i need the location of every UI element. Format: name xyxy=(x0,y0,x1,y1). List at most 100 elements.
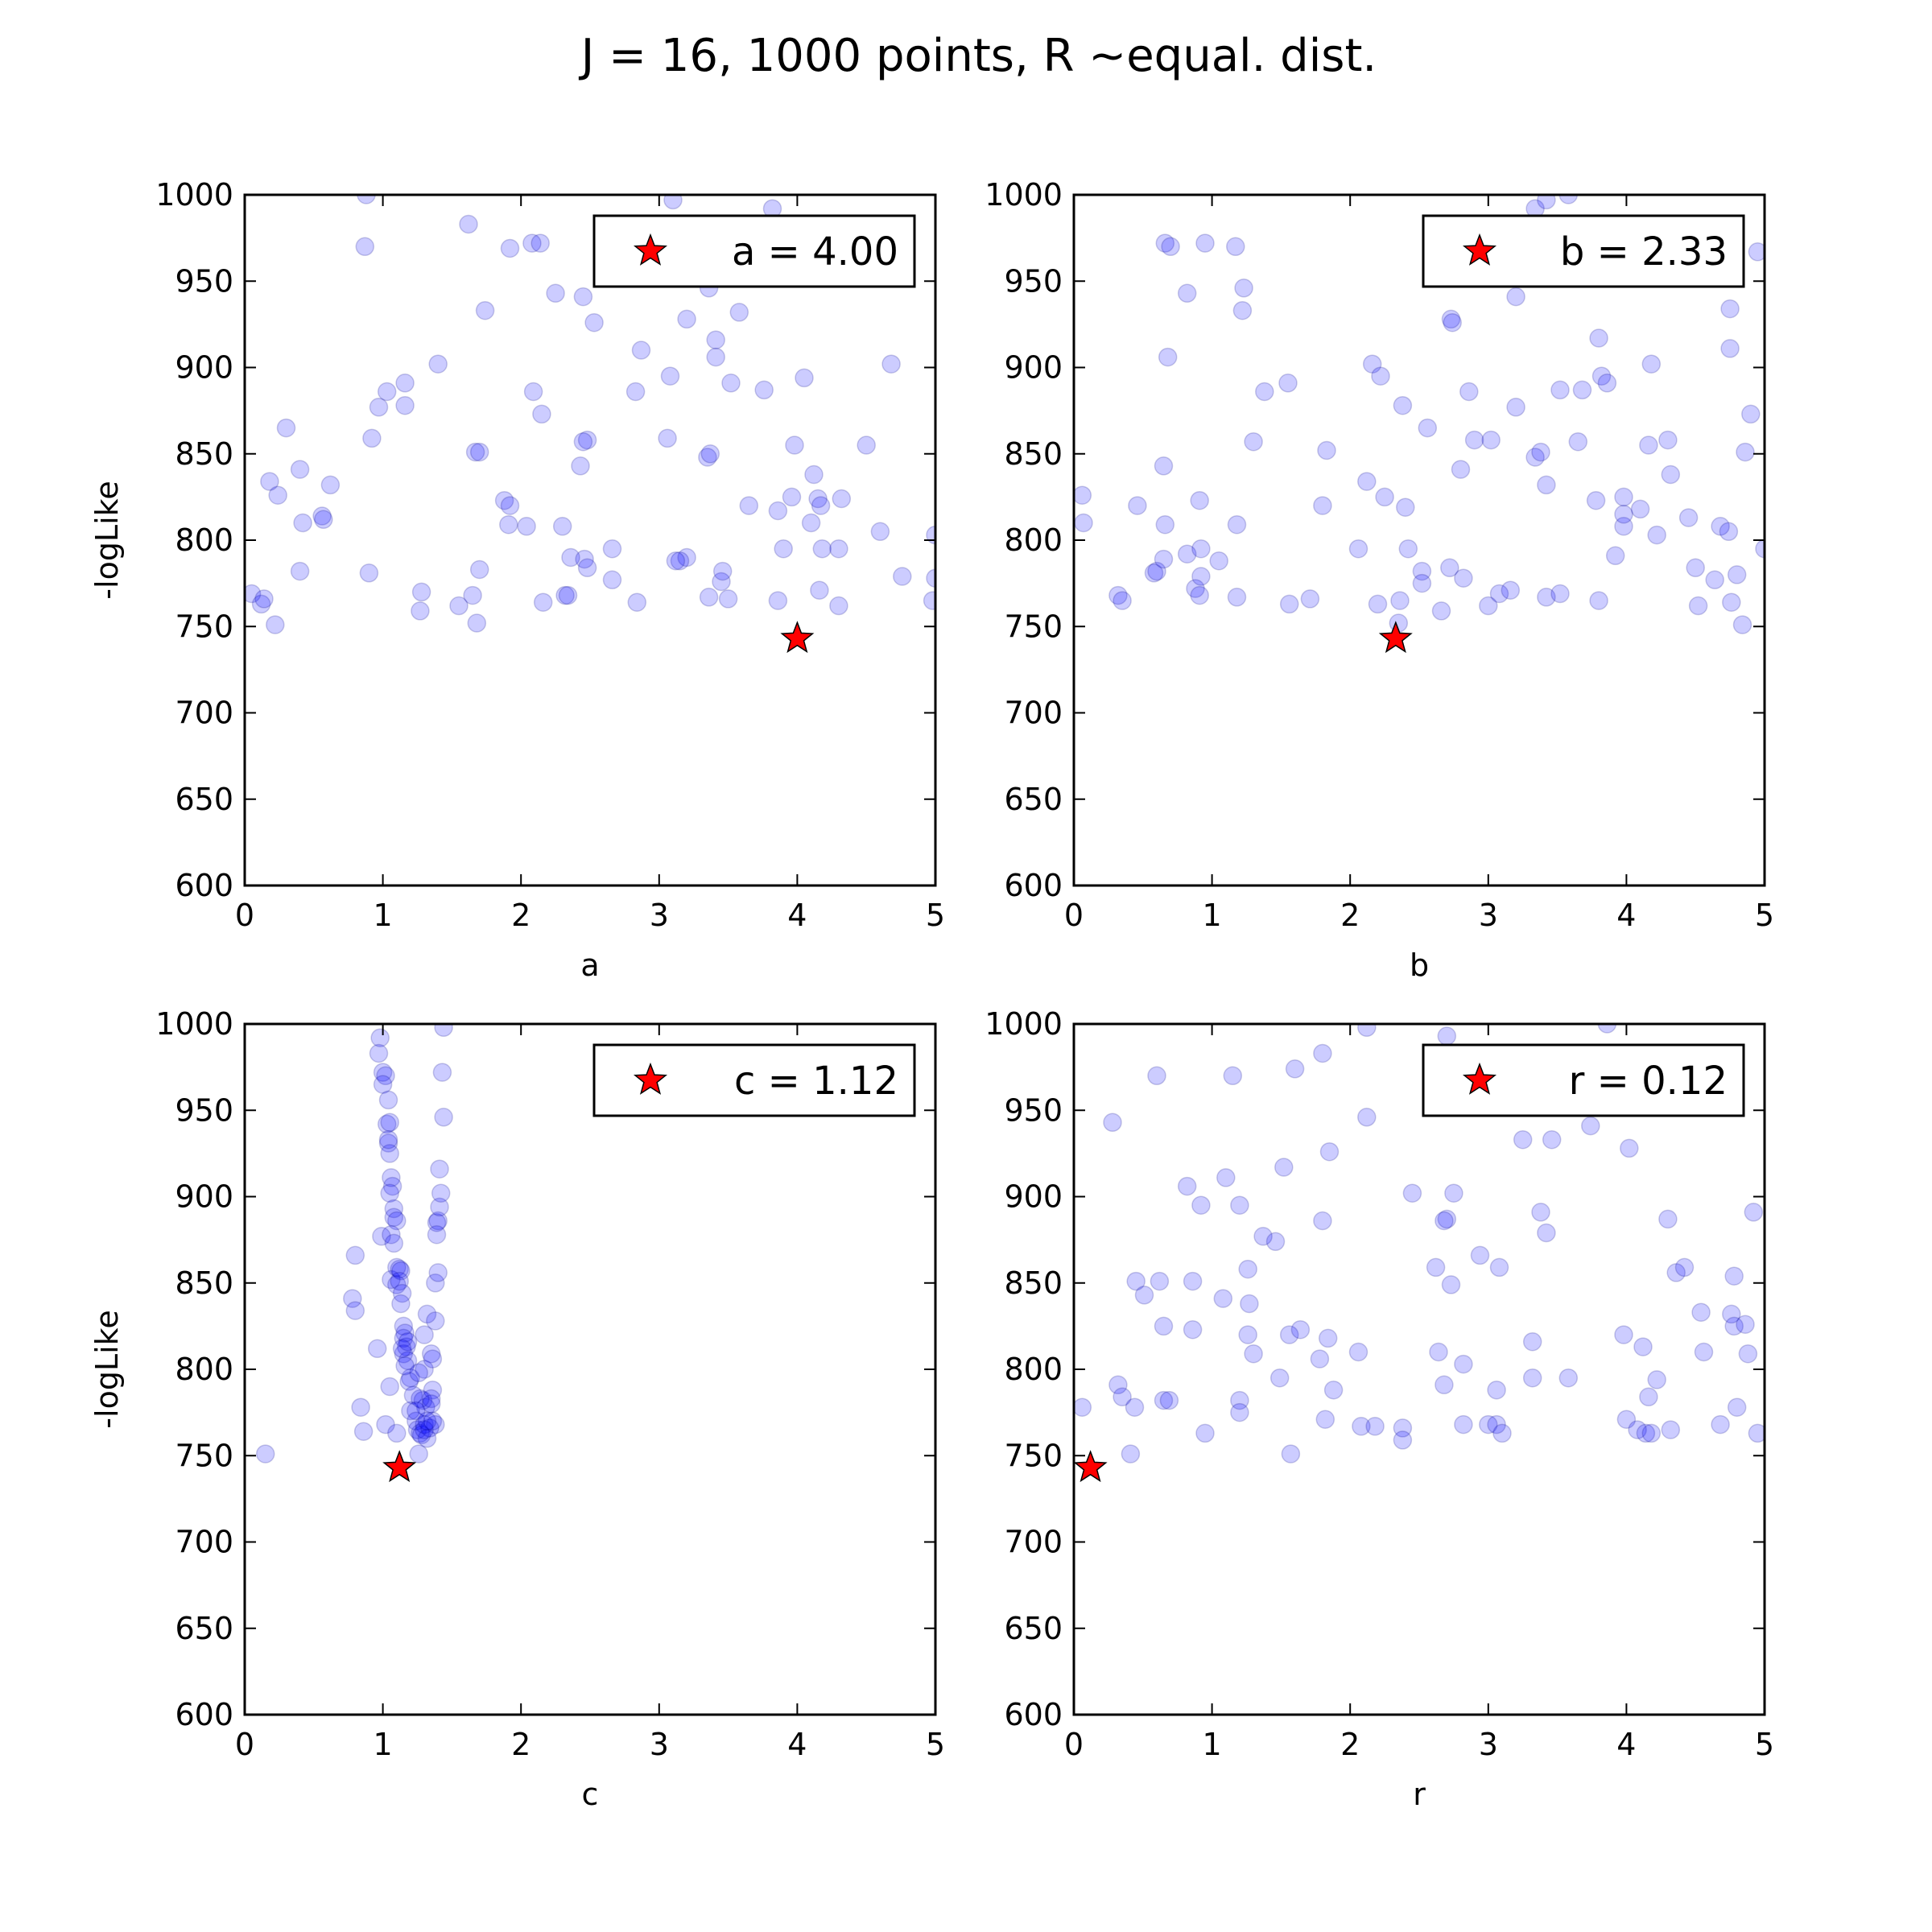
data-point xyxy=(768,501,788,521)
x-tick-label: 0 xyxy=(235,898,254,933)
x-axis-label: a xyxy=(580,947,599,983)
data-point xyxy=(382,1176,402,1196)
data-point xyxy=(415,1325,434,1344)
data-point xyxy=(1720,299,1740,319)
data-point xyxy=(1375,487,1394,507)
data-point xyxy=(1113,1387,1132,1407)
x-tick-label: 1 xyxy=(1203,1727,1222,1762)
data-point xyxy=(533,592,553,612)
data-point xyxy=(1487,1380,1506,1400)
data-point xyxy=(530,233,550,253)
data-point xyxy=(369,398,389,417)
data-point xyxy=(1489,1257,1509,1278)
data-point xyxy=(1691,1302,1711,1322)
data-point xyxy=(1244,1344,1263,1364)
data-point xyxy=(399,1372,419,1391)
data-point xyxy=(1724,1266,1744,1286)
data-point xyxy=(382,1269,401,1290)
data-point xyxy=(1694,1342,1714,1362)
data-point xyxy=(602,539,622,559)
y-tick-label: 850 xyxy=(1004,436,1063,472)
data-point xyxy=(804,464,824,485)
data-point xyxy=(377,1114,397,1134)
data-point xyxy=(1238,1325,1257,1344)
data-point xyxy=(1440,558,1459,578)
data-point xyxy=(373,1075,393,1094)
x-axis-label: b xyxy=(1410,947,1429,983)
data-point xyxy=(700,444,720,464)
data-point xyxy=(1736,1315,1755,1334)
data-point xyxy=(829,539,848,559)
data-point xyxy=(1147,1066,1166,1086)
data-point xyxy=(712,561,733,581)
scatter-points xyxy=(1074,195,1765,634)
x-tick-label: 2 xyxy=(511,1727,530,1762)
data-point xyxy=(1238,1259,1257,1279)
data-point xyxy=(1365,1417,1385,1436)
data-point xyxy=(312,506,332,526)
data-point xyxy=(1216,1168,1236,1187)
data-point xyxy=(1195,1423,1215,1443)
data-point xyxy=(395,395,415,415)
data-point xyxy=(1568,431,1588,452)
data-point xyxy=(1398,539,1418,559)
data-point xyxy=(1244,431,1263,452)
data-point xyxy=(658,428,677,448)
data-point xyxy=(387,1211,407,1231)
data-point xyxy=(469,442,489,462)
data-point xyxy=(387,1257,407,1278)
data-point xyxy=(1628,1420,1647,1439)
data-point xyxy=(1159,1390,1179,1410)
y-tick-label: 950 xyxy=(1004,1092,1063,1128)
data-point xyxy=(1103,1113,1122,1133)
data-point xyxy=(499,514,518,535)
data-point xyxy=(523,382,543,402)
data-point xyxy=(768,591,788,610)
data-point xyxy=(1113,591,1132,610)
data-point xyxy=(1633,1337,1653,1356)
data-point xyxy=(1368,594,1388,614)
y-tick-label: 850 xyxy=(175,1265,233,1301)
y-tick-label: 750 xyxy=(1004,609,1063,644)
data-point xyxy=(573,431,593,452)
best-fit-star xyxy=(382,1450,417,1483)
data-point xyxy=(407,1401,426,1421)
y-tick-label: 800 xyxy=(1004,1352,1063,1387)
data-point xyxy=(1128,496,1147,515)
data-point xyxy=(407,1420,427,1439)
data-point xyxy=(1597,1024,1617,1034)
data-point xyxy=(359,564,379,583)
data-point xyxy=(1074,1397,1092,1417)
data-point xyxy=(1412,573,1432,593)
data-point xyxy=(1441,309,1461,329)
subplot-a: 0 1 2 3 4 5 600 650 700 750 800 850 900 950 1000 a -logL… xyxy=(89,177,945,983)
data-point xyxy=(463,585,482,605)
data-point xyxy=(1586,490,1606,510)
data-point xyxy=(430,1197,449,1217)
data-point xyxy=(293,513,312,533)
data-point xyxy=(1281,1444,1301,1463)
data-point xyxy=(1443,312,1462,332)
data-point xyxy=(1641,1423,1662,1443)
data-point xyxy=(1155,233,1175,253)
data-point xyxy=(1310,1349,1330,1368)
data-point xyxy=(1581,1116,1600,1136)
x-tick-label: 5 xyxy=(926,898,945,933)
data-point xyxy=(382,1168,401,1187)
data-point xyxy=(1435,1211,1454,1231)
y-tick-label: 650 xyxy=(1004,782,1063,817)
data-point xyxy=(1313,1211,1332,1231)
data-point xyxy=(1290,1319,1311,1340)
y-tick-label: 1000 xyxy=(985,177,1063,213)
data-point xyxy=(517,517,536,536)
data-point xyxy=(1589,328,1608,348)
data-point xyxy=(810,580,829,600)
data-point xyxy=(1393,1430,1413,1450)
data-point xyxy=(290,561,310,581)
data-point xyxy=(1639,436,1658,455)
data-point xyxy=(395,374,415,393)
data-point xyxy=(1437,1209,1457,1229)
data-point xyxy=(1319,1141,1340,1162)
data-point xyxy=(1125,1397,1145,1417)
y-tick-label: 1000 xyxy=(155,1006,233,1042)
